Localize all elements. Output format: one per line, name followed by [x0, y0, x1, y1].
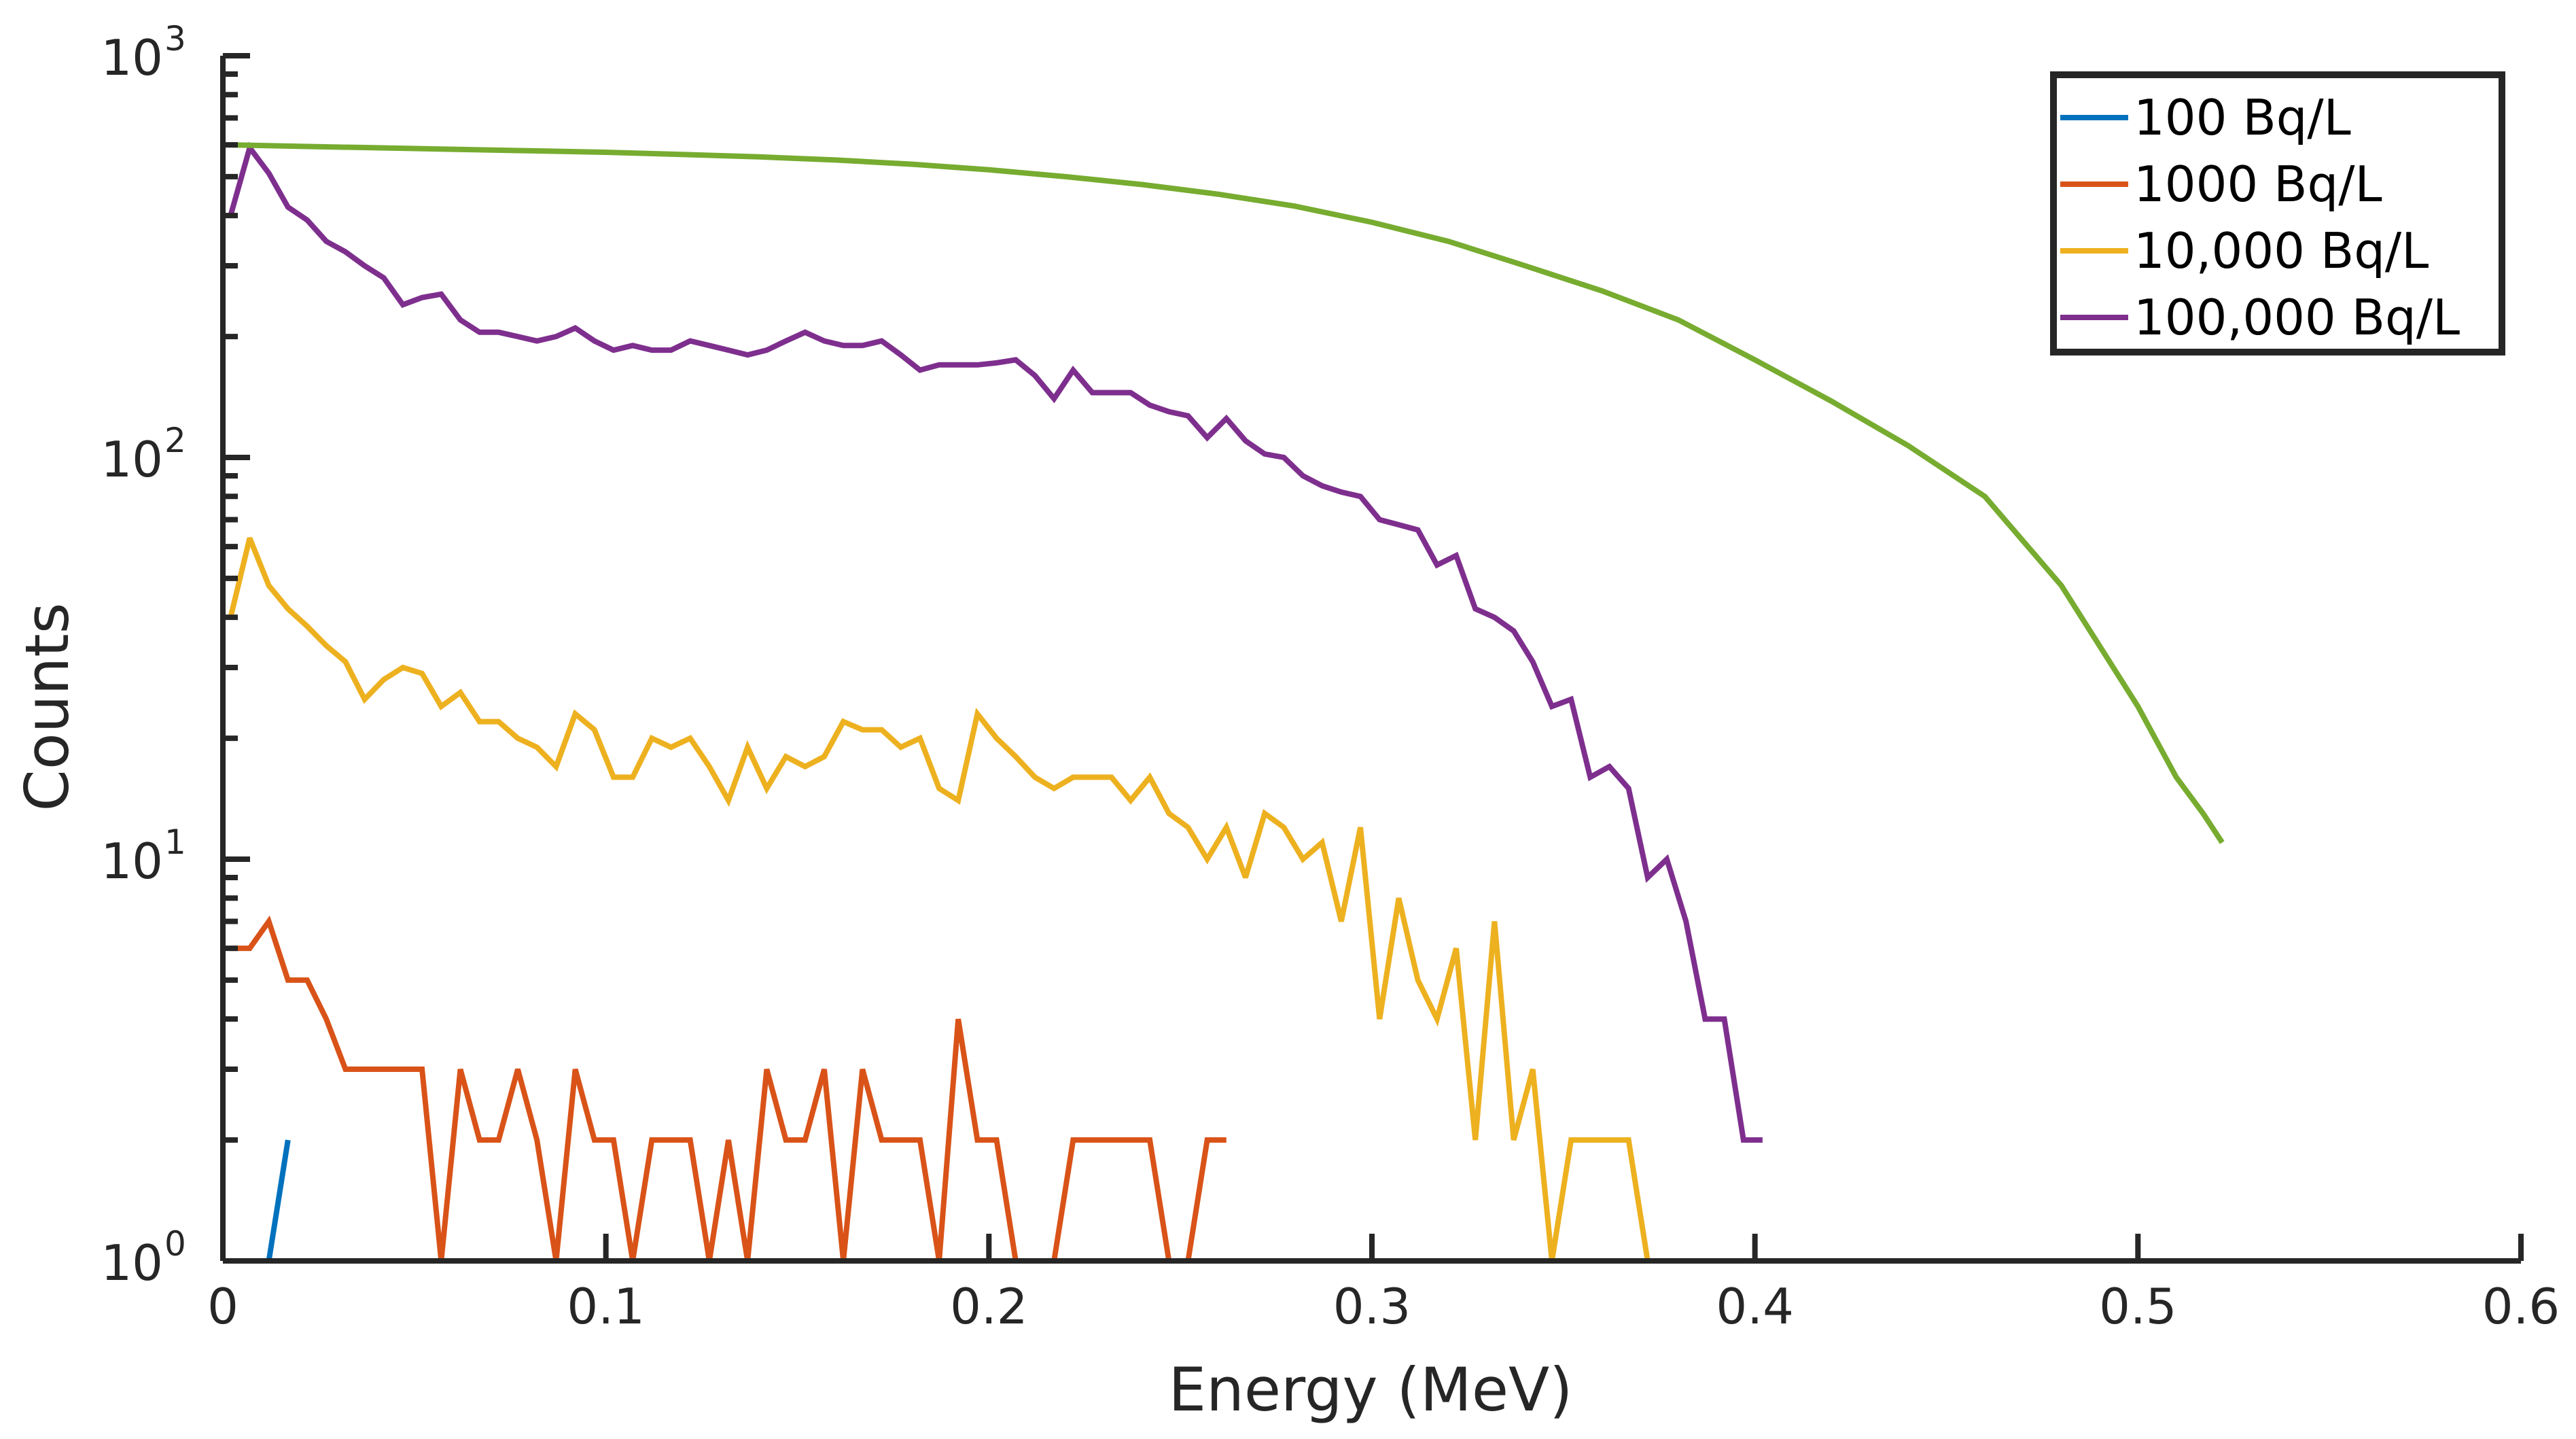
legend: 100 Bq/L 1000 Bq/L 10,000 Bq/L 100,000 Bq/L [2050, 71, 2505, 356]
y-tick-exponent: 3 [164, 19, 186, 58]
y-tick-base: 10 [101, 833, 163, 890]
legend-label: 100 Bq/L [2134, 89, 2351, 146]
y-tick-exponent: 2 [164, 421, 186, 460]
x-tick-label-3: 0.3 [1333, 1278, 1411, 1335]
y-tick-label-1: 10 1 [101, 822, 186, 890]
legend-label: 10,000 Bq/L [2134, 222, 2429, 279]
plot-lines [228, 141, 2225, 1264]
series-line-6 [230, 142, 2225, 844]
y-axis-label: Counts [12, 602, 82, 811]
legend-label: 1000 Bq/L [2134, 156, 2382, 213]
x-tick-label-1: 0.1 [567, 1278, 645, 1335]
y-tick-base: 10 [101, 1234, 163, 1291]
legend-box [2050, 71, 2505, 356]
y-tick-base: 10 [101, 431, 163, 488]
y-tick-label-3: 10 3 [101, 19, 186, 86]
y-tick-label-2: 10 2 [101, 421, 186, 488]
series-line-4 [228, 537, 1687, 1264]
x-tick-label-5: 0.5 [2099, 1278, 2177, 1335]
legend-item: 100 Bq/L [2060, 89, 2351, 146]
x-tick-label-0: 0 [207, 1278, 239, 1335]
x-tick-label-4: 0.4 [1716, 1278, 1794, 1335]
legend-item: 1000 Bq/L [2060, 156, 2382, 213]
legend-label: 100,000 Bq/L [2134, 289, 2460, 346]
y-tick-base: 10 [101, 29, 163, 86]
legend-item: 10,000 Bq/L [2060, 222, 2429, 279]
y-tick-label-0: 10 0 [101, 1224, 186, 1291]
legend-item: 100,000 Bq/L [2060, 289, 2460, 346]
y-tick-exponent: 1 [164, 822, 186, 862]
x-tick-label-2: 0.2 [950, 1278, 1028, 1335]
y-tick-exponent: 0 [164, 1224, 186, 1264]
series-line-5 [228, 141, 1763, 1143]
series-line-1 [230, 915, 1227, 1264]
x-axis-label: Energy (MeV) [1169, 1355, 1573, 1425]
x-tick-label-6: 0.6 [2482, 1278, 2560, 1335]
